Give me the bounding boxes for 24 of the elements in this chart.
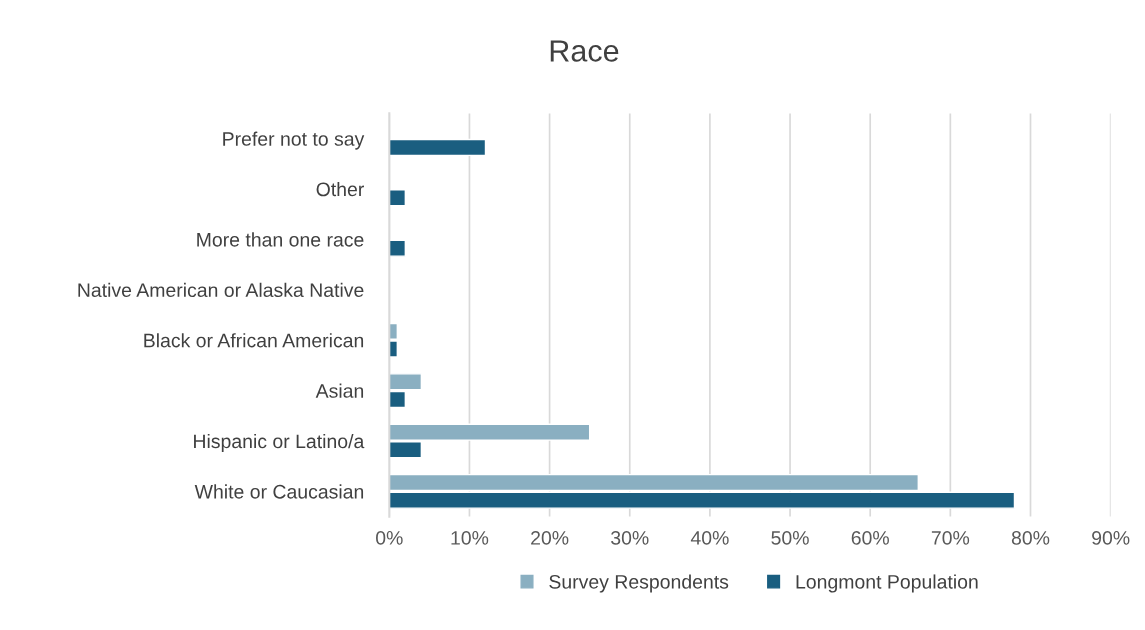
x-tick-label: 40% [690,531,729,545]
y-tick-label: Hispanic or Latino/a [194,433,365,453]
y-tick-label: More than one race [197,232,364,247]
legend-label: Survey Respondents [549,574,729,593]
bar [389,239,407,257]
x-tick-label: 70% [931,531,970,545]
legend-label: Longmont Population [796,574,978,593]
x-tick-label: 20% [531,531,569,545]
x-tick-label: 60% [851,531,889,545]
x-tick-label: 10% [451,531,489,545]
y-tick-label: White or Caucasian [194,484,364,499]
x-tick-label: 0% [376,531,403,545]
chart-title: Race [550,40,619,62]
x-tick-label: 50% [771,531,809,545]
bar [389,189,407,207]
y-tick-label: Native American or Alaska Native [78,282,364,298]
x-tick-label: 30% [611,531,649,545]
bar [389,138,487,157]
y-tick-label: Other [316,181,364,197]
y-tick-label: Black or African American [144,333,364,348]
x-tick-label: 90% [1092,531,1130,545]
y-tick-label: Asian [315,383,364,398]
y-tick-label: Prefer not to say [223,131,365,150]
x-tick-label: 80% [1011,531,1050,545]
